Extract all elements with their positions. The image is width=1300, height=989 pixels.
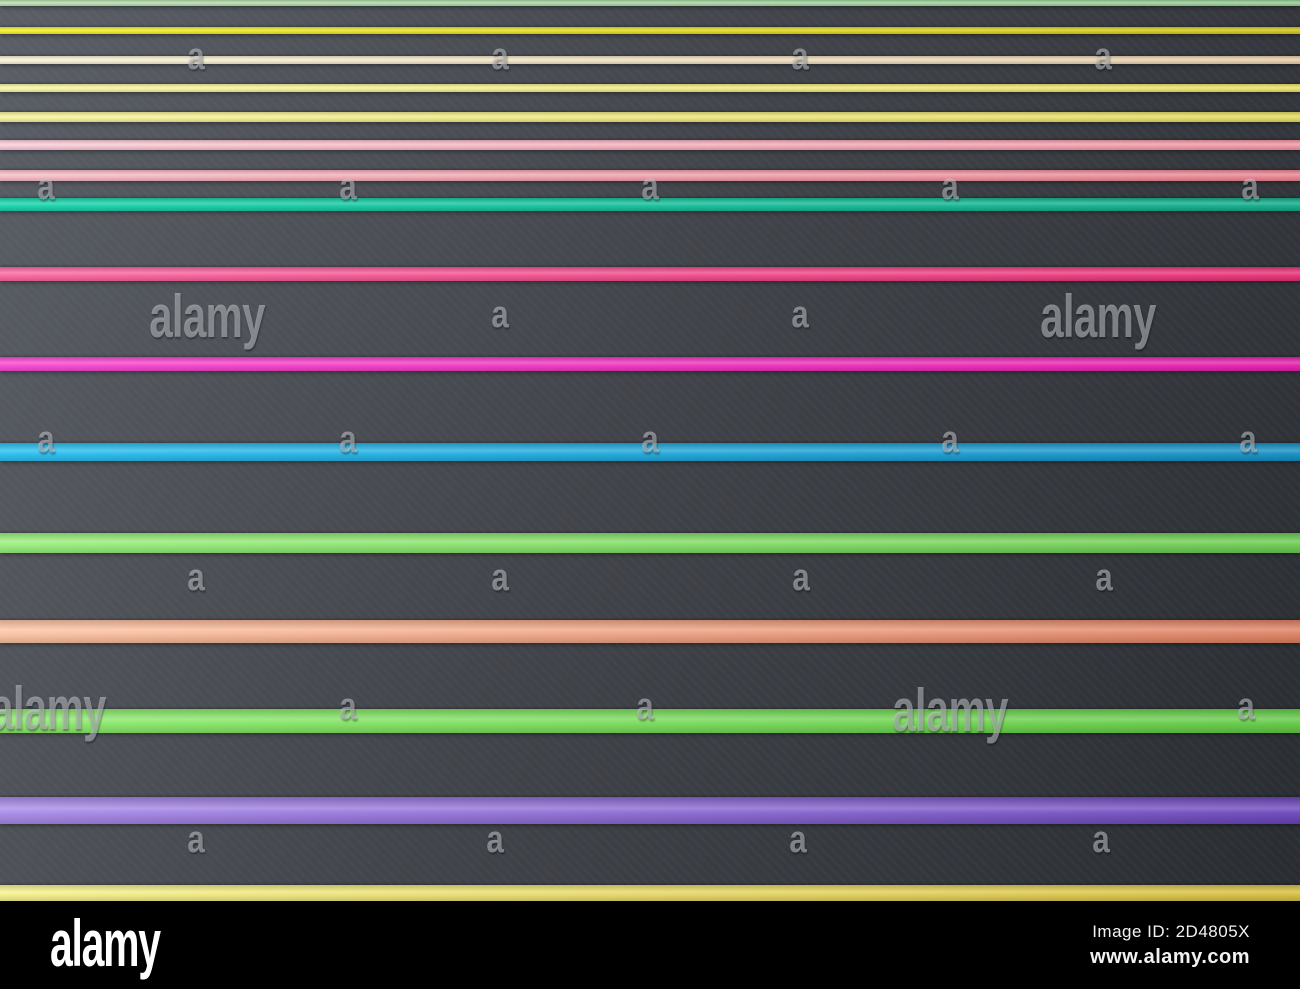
watermark-a: a [1237, 686, 1255, 728]
stripe [0, 27, 1300, 34]
watermark-a: a [187, 819, 205, 861]
stripe [0, 140, 1300, 150]
watermark-a: a [339, 686, 357, 728]
stripe [0, 84, 1300, 92]
stripe [0, 443, 1300, 461]
watermark-a: a [636, 686, 654, 728]
watermark-a: a [37, 166, 55, 208]
watermark-a: a [1241, 166, 1259, 208]
watermark-alamy: alamy [892, 677, 1008, 744]
stripe [0, 170, 1300, 181]
watermark-a: a [491, 294, 509, 336]
watermark-a: a [187, 557, 205, 599]
watermark-a: a [1239, 419, 1257, 461]
watermark-a: a [187, 36, 205, 78]
watermark-alamy: alamy [1040, 283, 1156, 350]
stripe [0, 112, 1300, 122]
watermark-a: a [792, 557, 810, 599]
watermark-a: a [486, 819, 504, 861]
watermark-a: a [339, 419, 357, 461]
stripe [0, 620, 1300, 643]
watermark-a: a [339, 166, 357, 208]
stripe [0, 198, 1300, 211]
watermark-a: a [789, 819, 807, 861]
stripe [0, 797, 1300, 824]
stripe [0, 533, 1300, 553]
watermark-a: a [37, 419, 55, 461]
watermark-a: a [641, 419, 659, 461]
watermark-a: a [1095, 557, 1113, 599]
watermark-alamy: alamy [149, 283, 265, 350]
image-id-label: Image ID: 2D4805X [1092, 921, 1250, 941]
watermark-a: a [791, 36, 809, 78]
watermark-a: a [1092, 819, 1110, 861]
alamy-logo: alamy [50, 906, 161, 980]
stripe [0, 0, 1300, 6]
watermark-a: a [641, 166, 659, 208]
alamy-url: www.alamy.com [1090, 945, 1250, 968]
watermark-alamy: alamy [0, 675, 106, 742]
watermark-a: a [1094, 36, 1112, 78]
stripe [0, 56, 1300, 64]
footer-bar: alamy Image ID: 2D4805X www.alamy.com [0, 901, 1300, 989]
stripe [0, 885, 1300, 901]
watermark-a: a [941, 166, 959, 208]
stripe [0, 267, 1300, 281]
watermark-a: a [791, 294, 809, 336]
stripe [0, 357, 1300, 371]
stripe [0, 709, 1300, 733]
footer-meta: Image ID: 2D4805X www.alamy.com [1090, 922, 1250, 969]
watermark-a: a [491, 557, 509, 599]
watermark-a: a [941, 419, 959, 461]
watermark-a: a [491, 36, 509, 78]
